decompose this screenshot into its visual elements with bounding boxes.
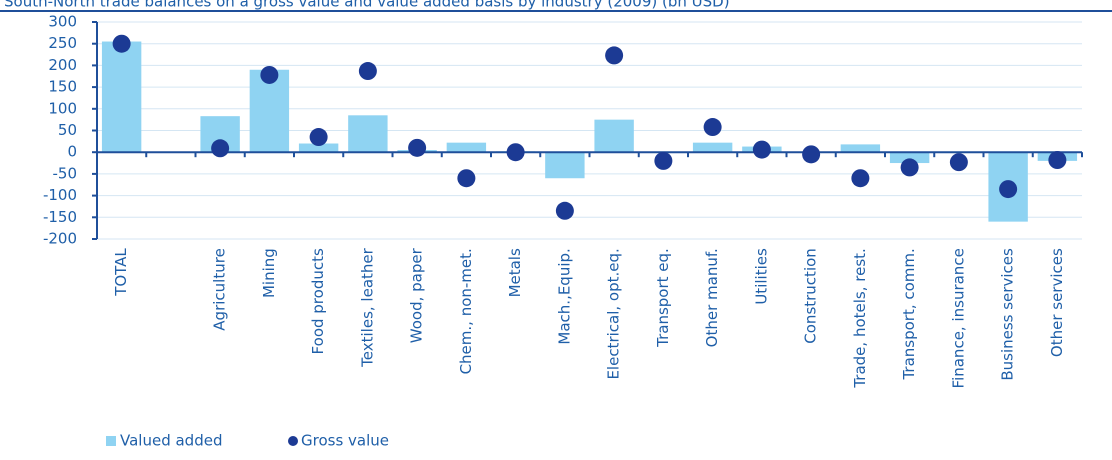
bar: [446, 142, 487, 153]
dot: [309, 128, 328, 147]
bar: [348, 115, 388, 153]
x-tick-label: Textiles, leather: [358, 247, 376, 367]
dot: [555, 201, 574, 220]
dot: [1048, 151, 1067, 170]
x-tick-label: Food products: [309, 248, 327, 354]
x-tick-label: TOTAL: [112, 248, 130, 297]
x-tick-label: Mach.,Equip.: [555, 248, 573, 344]
x-tick-label: Electrical, opt.eq.: [605, 248, 623, 379]
y-tick-label: 150: [48, 78, 77, 96]
x-tick-label: Chem., non-met.: [457, 248, 475, 374]
y-tick-label: 100: [48, 99, 77, 117]
x-tick-label: Other services: [1048, 248, 1066, 357]
dot: [506, 143, 525, 162]
dot: [999, 180, 1018, 199]
x-tick-label: Transport eq.: [654, 248, 672, 348]
x-tick-label: Transport, comm.: [900, 248, 918, 380]
dot: [408, 138, 427, 157]
dot: [260, 65, 279, 84]
x-tick-label: Wood, paper: [408, 247, 426, 343]
bar: [298, 143, 339, 153]
dot: [654, 151, 673, 170]
dot: [949, 153, 968, 172]
dot: [752, 140, 771, 159]
y-tick-label: -50: [53, 164, 78, 182]
bar: [101, 41, 142, 153]
legend-swatch: [106, 436, 116, 446]
x-tick-label: Mining: [260, 248, 278, 298]
y-tick-label: 300: [48, 13, 77, 31]
bar: [545, 152, 585, 179]
x-tick-label: Utilities: [752, 248, 770, 305]
dot: [703, 118, 722, 137]
x-tick-label: Other manuf.: [703, 248, 721, 347]
bar: [889, 152, 930, 164]
dot: [851, 169, 870, 188]
legend-swatch: [288, 436, 298, 446]
bar: [594, 119, 634, 153]
y-tick-label: 50: [58, 121, 77, 139]
y-tick-label: 0: [67, 143, 77, 161]
x-tick-label: Construction: [802, 248, 820, 344]
y-tick-label: -200: [43, 230, 77, 248]
dot: [211, 139, 230, 158]
y-tick-label: -150: [43, 208, 77, 226]
x-tick-label: Finance, insurance: [949, 248, 967, 388]
y-tick-label: -100: [43, 186, 77, 204]
x-tick-label: Agriculture: [211, 248, 229, 331]
y-tick-label: 250: [48, 34, 77, 52]
bar: [692, 142, 733, 153]
dot: [605, 46, 624, 65]
legend-label: Valued added: [120, 432, 222, 450]
legend-label: Gross value: [301, 432, 389, 450]
dot: [358, 62, 377, 81]
y-tick-label: 200: [48, 56, 77, 74]
x-tick-label: Business services: [999, 248, 1017, 381]
chart-title: South-North trade balances on a gross va…: [4, 0, 730, 11]
x-tick-label: Trade, hotels, rest.: [851, 248, 869, 388]
dot: [802, 145, 821, 164]
dot: [112, 34, 131, 53]
dot: [900, 158, 919, 177]
x-tick-label: Metals: [506, 248, 524, 297]
bar: [840, 144, 881, 153]
dot: [457, 169, 476, 188]
